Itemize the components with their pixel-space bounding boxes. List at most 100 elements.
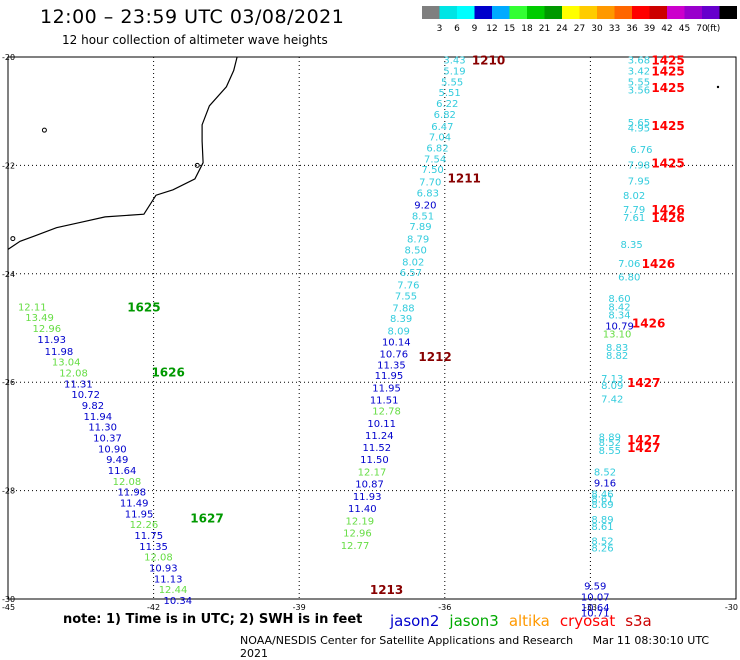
legend-tick: 36 bbox=[626, 24, 638, 34]
wave-height-value: 8.69 bbox=[591, 500, 613, 511]
coastline bbox=[7, 56, 238, 250]
legend-swatch bbox=[527, 6, 545, 19]
wave-height-value: 6.47 bbox=[431, 122, 453, 133]
wave-height-value: 11.93 bbox=[353, 492, 382, 503]
legend-tick: 33 bbox=[609, 24, 620, 34]
track-middle: 3.435.195.555.516.226.826.477.046.827.54… bbox=[341, 54, 505, 598]
wave-height-value: 13.10 bbox=[603, 329, 632, 340]
wave-height-value: 9.59 bbox=[584, 581, 606, 592]
wave-height-value: 11.50 bbox=[360, 455, 389, 466]
wave-height-value: 12.96 bbox=[343, 528, 372, 539]
color-legend: 3 6 9 12 15 18 21 24 27 30 33 36 39 42 45 70(ft) bbox=[422, 6, 737, 34]
wave-height-value: 10.79 bbox=[605, 321, 634, 332]
axis-labels: -20-22-24-26-28-30-45 -42 -39 -36 -33 -30 bbox=[2, 53, 738, 612]
legend-swatch bbox=[667, 6, 685, 19]
wave-height-value: 5.19 bbox=[443, 67, 465, 78]
wave-height-value: 7.04 bbox=[429, 133, 451, 144]
map-frame bbox=[7, 56, 737, 600]
time-label: 1211 bbox=[448, 171, 481, 185]
wave-height-value: 11.49 bbox=[120, 499, 149, 510]
wave-height-value: 6.22 bbox=[436, 99, 458, 110]
wave-height-value: 6.83 bbox=[417, 189, 439, 200]
wave-height-value: 10.93 bbox=[149, 564, 178, 575]
wave-height-value: 12.17 bbox=[358, 468, 387, 479]
wave-height-value: 6.82 bbox=[434, 110, 456, 121]
time-label: 1626 bbox=[151, 365, 184, 379]
time-label: 1625 bbox=[127, 300, 160, 314]
wave-height-value: 10.64 bbox=[581, 603, 610, 614]
wave-height-value: 9.16 bbox=[594, 478, 616, 489]
wave-height-value: 8.83 bbox=[606, 343, 628, 354]
satellite-legend: jason2 jason3 altika cryosat s3a bbox=[390, 612, 662, 630]
map-title: 12:00 – 23:59 UTC 03/08/2021 bbox=[40, 6, 345, 28]
island bbox=[10, 236, 16, 242]
wave-height-value: 12.08 bbox=[113, 477, 142, 488]
legend-tick: 21 bbox=[539, 24, 550, 34]
wave-height-value: 8.02 bbox=[402, 257, 424, 268]
time-label: 1212 bbox=[418, 350, 451, 364]
wave-height-value: 11.98 bbox=[117, 488, 146, 499]
lat-label: -22 bbox=[2, 161, 15, 170]
wave-height-value: 10.71 bbox=[581, 609, 610, 620]
wave-height-value: 9.20 bbox=[414, 200, 436, 211]
wave-height-value: 3.43 bbox=[443, 56, 465, 67]
wave-height-value: 10.34 bbox=[164, 596, 193, 607]
legend-tick: 3 bbox=[437, 24, 443, 34]
legend-tick: 12 bbox=[486, 24, 497, 34]
wave-height-value: 8.51 bbox=[412, 211, 434, 222]
wave-height-value: 7.55 bbox=[395, 291, 417, 302]
legend-swatch bbox=[492, 6, 510, 19]
wave-height-value: 7.89 bbox=[409, 222, 431, 233]
time-label: 1426 bbox=[632, 317, 665, 331]
wave-height-value: 8.42 bbox=[608, 302, 630, 313]
wave-height-value: 11.35 bbox=[377, 360, 406, 371]
legend-swatch bbox=[632, 6, 650, 19]
wave-height-value: 7.42 bbox=[601, 394, 623, 405]
wave-height-value: 11.95 bbox=[372, 384, 401, 395]
time-label: 1426 bbox=[642, 257, 675, 271]
wave-height-value: 13.04 bbox=[52, 358, 81, 369]
legend-swatch bbox=[474, 6, 492, 19]
wave-height-value: 10.87 bbox=[355, 480, 384, 491]
wave-height-value: 8.52 bbox=[599, 438, 621, 449]
time-label: 1213 bbox=[370, 583, 403, 597]
footer: NOAA/NESDIS Center for Satellite Applica… bbox=[240, 634, 740, 660]
wave-height-value: 11.75 bbox=[134, 531, 163, 542]
wave-height-value: 8.89 bbox=[591, 515, 613, 526]
wave-height-value: 8.55 bbox=[599, 446, 621, 457]
wave-height-value: 12.26 bbox=[130, 520, 159, 531]
lat-label: -20 bbox=[2, 53, 15, 62]
footnote: note: 1) Time is in UTC; 2) SWH is in fe… bbox=[63, 612, 363, 627]
wave-height-value: 11.93 bbox=[37, 335, 66, 346]
satellite-cryosat: cryosat bbox=[559, 612, 616, 630]
wave-height-value: 10.72 bbox=[71, 390, 100, 401]
time-label: 1426 bbox=[651, 203, 684, 217]
island bbox=[41, 127, 47, 133]
wave-height-value: 7.98 bbox=[628, 160, 650, 171]
satellite-tracks: 12.1113.4912.9611.9311.9813.0412.0811.31… bbox=[18, 54, 720, 620]
wave-height-value: 11.95 bbox=[125, 509, 154, 520]
wave-height-value: 11.24 bbox=[365, 431, 394, 442]
wave-height-value: 10.07 bbox=[581, 592, 610, 603]
time-label: 1427 bbox=[627, 441, 660, 455]
wave-height-value: 7.50 bbox=[422, 165, 444, 176]
wave-height-value: 9.49 bbox=[106, 455, 128, 466]
wave-height-value: 13.49 bbox=[25, 313, 54, 324]
wave-height-value: 10.11 bbox=[367, 419, 396, 430]
lon-label: -42 bbox=[147, 603, 160, 612]
wave-height-value: 9.82 bbox=[82, 401, 104, 412]
satellite-s3a: s3a bbox=[625, 612, 652, 630]
coast-line bbox=[7, 56, 238, 250]
wave-height-value: 8.34 bbox=[608, 310, 630, 321]
time-label: 1210 bbox=[472, 54, 505, 68]
wave-height-value: 7.79 bbox=[623, 205, 645, 216]
legend-swatch bbox=[597, 6, 615, 19]
wave-height-value: 8.52 bbox=[591, 536, 613, 547]
wave-height-value: 7.13 bbox=[601, 374, 623, 385]
legend-swatch bbox=[544, 6, 562, 19]
wave-height-value: 8.46 bbox=[591, 489, 613, 500]
lat-label: -26 bbox=[2, 378, 15, 387]
wave-height-value: 5.65 bbox=[628, 118, 650, 129]
legend-swatch bbox=[562, 6, 580, 19]
